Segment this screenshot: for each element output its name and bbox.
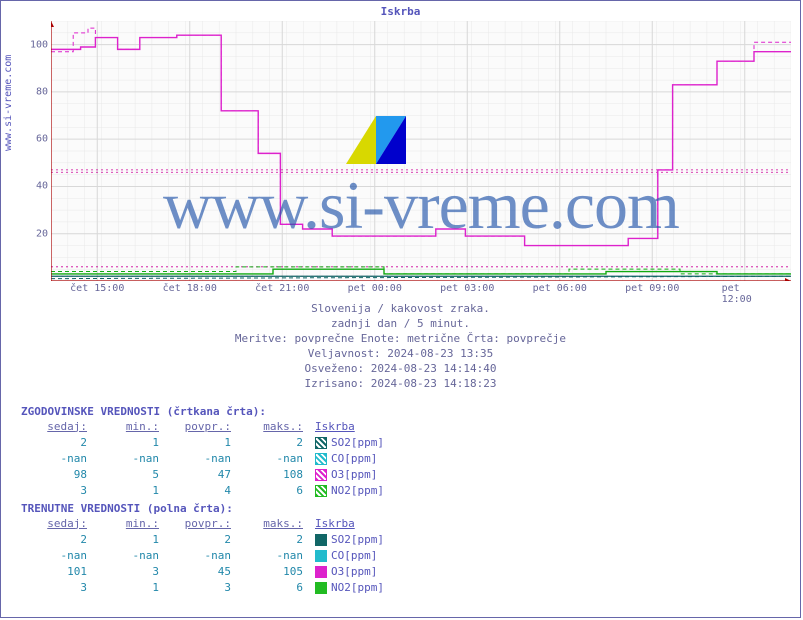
- y-tick-label: 100: [30, 39, 48, 50]
- table-row: 3136NO2[ppm]: [21, 579, 390, 595]
- table-row: -nan-nan-nan-nanCO[ppm]: [21, 547, 390, 563]
- chart-title: Iskrba: [1, 5, 800, 18]
- table-cell: 101: [21, 563, 93, 579]
- table-cell: 108: [237, 466, 309, 482]
- col-min: min.:: [93, 515, 165, 531]
- x-axis-ticks: čet 15:00 čet 18:00 čet 21:00 pet 00:00 pet …: [51, 283, 791, 297]
- x-tick-label: pet 06:00: [533, 283, 587, 294]
- x-tick-label: pet 03:00: [440, 283, 494, 294]
- col-povpr: povpr.:: [165, 418, 237, 434]
- table-cell: 1: [93, 434, 165, 450]
- legend-swatch-icon: [315, 453, 327, 465]
- table-cell: 1: [165, 434, 237, 450]
- col-sedaj: sedaj:: [21, 418, 93, 434]
- hist-header: ZGODOVINSKE VREDNOSTI (črtkana črta):: [21, 405, 390, 418]
- legend-swatch-icon: [315, 582, 327, 594]
- x-tick-label: pet 00:00: [348, 283, 402, 294]
- table-cell: 3: [165, 579, 237, 595]
- table-cell: -nan: [237, 547, 309, 563]
- table-row: 3146NO2[ppm]: [21, 482, 390, 498]
- y-tick-label: 60: [36, 134, 48, 145]
- info-line: zadnji dan / 5 minut.: [1, 316, 800, 331]
- table-row: 98547108O3[ppm]: [21, 466, 390, 482]
- legend-cell: CO[ppm]: [309, 450, 390, 466]
- table-cell: 2: [21, 434, 93, 450]
- table-cell: 47: [165, 466, 237, 482]
- info-line: Osveženo: 2024-08-23 14:14:40: [1, 361, 800, 376]
- y-tick-label: 20: [36, 228, 48, 239]
- legend-cell: SO2[ppm]: [309, 531, 390, 547]
- table-cell: -nan: [93, 547, 165, 563]
- chart-container: Iskrba www.si-vreme.com www.si-vreme.com…: [0, 0, 801, 618]
- info-line: Meritve: povprečne Enote: metrične Črta:…: [1, 331, 800, 346]
- info-line: Slovenija / kakovost zraka.: [1, 301, 800, 316]
- hist-table: sedaj: min.: povpr.: maks.: Iskrba 2112S…: [21, 418, 390, 498]
- yaxis-label: www.si-vreme.com: [3, 55, 14, 151]
- x-tick-label: pet 09:00: [625, 283, 679, 294]
- table-cell: 3: [93, 563, 165, 579]
- col-povpr: povpr.:: [165, 515, 237, 531]
- table-cell: -nan: [21, 547, 93, 563]
- legend-cell: NO2[ppm]: [309, 482, 390, 498]
- cur-header: TRENUTNE VREDNOSTI (polna črta):: [21, 502, 390, 515]
- table-cell: 3: [21, 579, 93, 595]
- table-cell: 98: [21, 466, 93, 482]
- legend-cell: O3[ppm]: [309, 466, 390, 482]
- table-cell: 5: [93, 466, 165, 482]
- x-tick-label: čet 21:00: [255, 283, 309, 294]
- legend-cell: CO[ppm]: [309, 547, 390, 563]
- table-cell: -nan: [93, 450, 165, 466]
- col-legend: Iskrba: [309, 418, 390, 434]
- table-cell: -nan: [165, 547, 237, 563]
- x-tick-label: čet 15:00: [70, 283, 124, 294]
- table-cell: 2: [237, 531, 309, 547]
- table-cell: 1: [93, 579, 165, 595]
- cur-table: sedaj: min.: povpr.: maks.: Iskrba 2122S…: [21, 515, 390, 595]
- legend-cell: O3[ppm]: [309, 563, 390, 579]
- table-row: 2122SO2[ppm]: [21, 531, 390, 547]
- chart-info: Slovenija / kakovost zraka.zadnji dan / …: [1, 301, 800, 391]
- table-cell: 2: [237, 434, 309, 450]
- legend-cell: NO2[ppm]: [309, 579, 390, 595]
- table-cell: 2: [21, 531, 93, 547]
- x-tick-label: čet 18:00: [163, 283, 217, 294]
- legend-swatch-icon: [315, 534, 327, 546]
- table-cell: 1: [93, 531, 165, 547]
- table-cell: -nan: [165, 450, 237, 466]
- table-cell: 1: [93, 482, 165, 498]
- info-line: Veljavnost: 2024-08-23 13:35: [1, 346, 800, 361]
- table-cell: 6: [237, 579, 309, 595]
- info-line: Izrisano: 2024-08-23 14:18:23: [1, 376, 800, 391]
- legend-swatch-icon: [315, 485, 327, 497]
- table-cell: 4: [165, 482, 237, 498]
- col-maks: maks.:: [237, 418, 309, 434]
- legend-swatch-icon: [315, 469, 327, 481]
- table-cell: 3: [21, 482, 93, 498]
- col-min: min.:: [93, 418, 165, 434]
- data-tables: ZGODOVINSKE VREDNOSTI (črtkana črta): se…: [21, 405, 390, 595]
- plot-area: [51, 21, 791, 281]
- col-sedaj: sedaj:: [21, 515, 93, 531]
- legend-swatch-icon: [315, 566, 327, 578]
- y-axis-ticks: 20 40 60 80 100: [26, 21, 48, 281]
- table-header-row: sedaj: min.: povpr.: maks.: Iskrba: [21, 418, 390, 434]
- table-cell: 6: [237, 482, 309, 498]
- col-maks: maks.:: [237, 515, 309, 531]
- legend-swatch-icon: [315, 550, 327, 562]
- table-cell: -nan: [237, 450, 309, 466]
- table-cell: 105: [237, 563, 309, 579]
- table-cell: -nan: [21, 450, 93, 466]
- table-row: 101345105O3[ppm]: [21, 563, 390, 579]
- table-cell: 45: [165, 563, 237, 579]
- table-row: 2112SO2[ppm]: [21, 434, 390, 450]
- y-tick-label: 40: [36, 181, 48, 192]
- legend-swatch-icon: [315, 437, 327, 449]
- y-tick-label: 80: [36, 86, 48, 97]
- table-header-row: sedaj: min.: povpr.: maks.: Iskrba: [21, 515, 390, 531]
- col-legend: Iskrba: [309, 515, 390, 531]
- table-cell: 2: [165, 531, 237, 547]
- legend-cell: SO2[ppm]: [309, 434, 390, 450]
- table-row: -nan-nan-nan-nanCO[ppm]: [21, 450, 390, 466]
